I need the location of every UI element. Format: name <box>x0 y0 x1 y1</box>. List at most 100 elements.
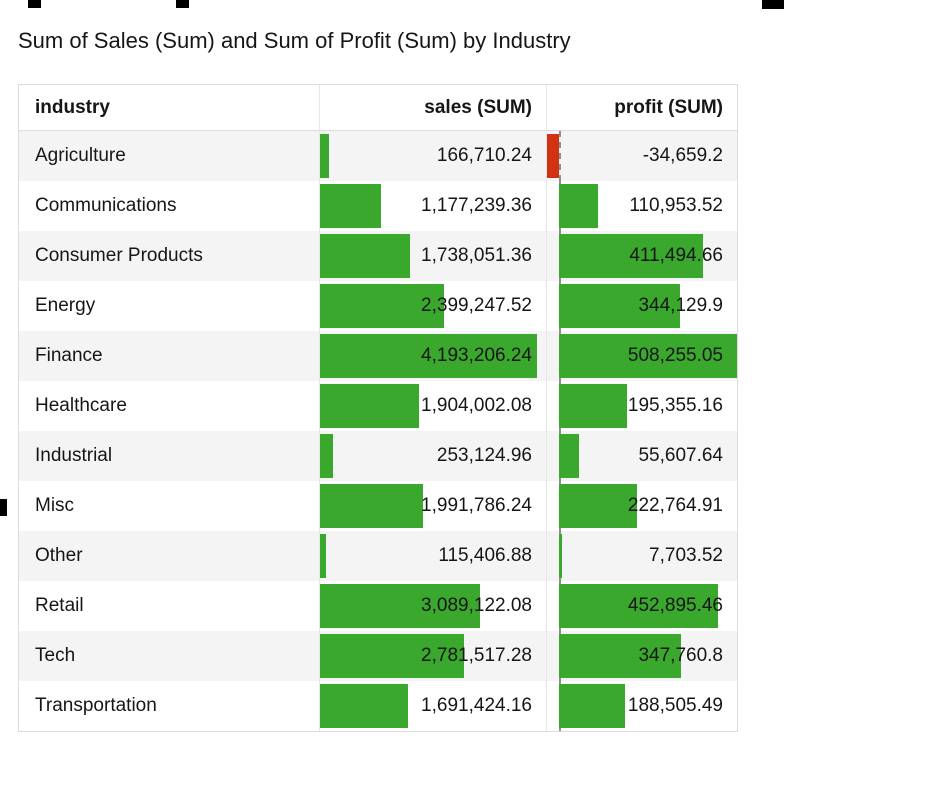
table-row: Finance 4,193,206.24 508,255.05 <box>19 331 737 381</box>
sales-cell[interactable]: 2,781,517.28 <box>319 631 546 681</box>
industry-cell[interactable]: Other <box>19 531 319 581</box>
cropped-artifact <box>176 0 189 8</box>
industry-cell[interactable]: Tech <box>19 631 319 681</box>
col-header-profit[interactable]: profit (SUM) <box>546 85 737 131</box>
industry-label: Communications <box>35 195 177 216</box>
profit-cell[interactable]: 188,505.49 <box>546 681 737 731</box>
profit-bar <box>559 484 638 528</box>
profit-value: 508,255.05 <box>627 345 723 366</box>
industry-label: Energy <box>35 295 96 316</box>
sales-cell[interactable]: 1,904,002.08 <box>319 381 546 431</box>
profit-cell[interactable]: 411,494.66 <box>546 231 737 281</box>
sales-value: 1,904,002.08 <box>421 395 532 416</box>
profit-value: 55,607.64 <box>638 445 723 466</box>
sales-bar <box>320 584 480 628</box>
table-row: Retail 3,089,122.08 452,895.46 <box>19 581 737 631</box>
sales-value: 166,710.24 <box>436 145 532 166</box>
profit-cell[interactable]: 222,764.91 <box>546 481 737 531</box>
industry-cell[interactable]: Retail <box>19 581 319 631</box>
zero-baseline <box>559 131 562 181</box>
sales-bar <box>320 484 424 528</box>
sales-value: 1,991,786.24 <box>421 495 532 516</box>
sales-bar <box>320 434 334 478</box>
sales-cell[interactable]: 1,691,424.16 <box>319 681 546 731</box>
profit-value: 188,505.49 <box>627 695 723 716</box>
sales-cell[interactable]: 1,738,051.36 <box>319 231 546 281</box>
industry-label: Retail <box>35 595 84 616</box>
sales-value: 3,089,122.08 <box>421 595 532 616</box>
table-row: Tech 2,781,517.28 347,760.8 <box>19 631 737 681</box>
profit-cell[interactable]: 110,953.52 <box>546 181 737 231</box>
industry-label: Finance <box>35 345 103 366</box>
table-row: Misc 1,991,786.24 222,764.91 <box>19 481 737 531</box>
industry-label: Tech <box>35 645 76 666</box>
cropped-artifact <box>762 0 784 9</box>
profit-value: -34,659.2 <box>642 145 723 166</box>
header-row: industry sales (SUM) profit (SUM) <box>19 85 737 131</box>
profit-cell[interactable]: 508,255.05 <box>546 331 737 381</box>
profit-cell[interactable]: 452,895.46 <box>546 581 737 631</box>
sales-bar <box>320 134 329 178</box>
sales-bar <box>320 634 464 678</box>
profit-value: 222,764.91 <box>627 495 723 516</box>
table-row: Transportation 1,691,424.16 188,505.49 <box>19 681 737 731</box>
industry-cell[interactable]: Finance <box>19 331 319 381</box>
profit-bar <box>559 234 704 278</box>
profit-bar <box>559 534 562 578</box>
sales-value: 2,399,247.52 <box>421 295 532 316</box>
industry-label: Consumer Products <box>35 245 203 266</box>
industry-cell[interactable]: Misc <box>19 481 319 531</box>
visual-title: Sum of Sales (Sum) and Sum of Profit (Su… <box>18 28 571 53</box>
profit-bar <box>559 584 718 628</box>
profit-value: 110,953.52 <box>629 195 723 216</box>
profit-cell[interactable]: 347,760.8 <box>546 631 737 681</box>
industry-cell[interactable]: Agriculture <box>19 131 319 181</box>
sales-value: 2,781,517.28 <box>421 645 532 666</box>
industry-cell[interactable]: Communications <box>19 181 319 231</box>
profit-value: 452,895.46 <box>627 595 723 616</box>
col-header-industry[interactable]: industry <box>19 85 319 131</box>
industry-cell[interactable]: Healthcare <box>19 381 319 431</box>
profit-value: 344,129.9 <box>638 295 723 316</box>
profit-cell[interactable]: 55,607.64 <box>546 431 737 481</box>
profit-value: 7,703.52 <box>649 545 723 566</box>
cropped-artifact <box>28 0 41 8</box>
sales-value: 1,177,239.36 <box>421 195 532 216</box>
sales-value: 4,193,206.24 <box>421 345 532 366</box>
profit-cell[interactable]: 7,703.52 <box>546 531 737 581</box>
industry-cell[interactable]: Industrial <box>19 431 319 481</box>
profit-bar <box>559 634 681 678</box>
industry-cell[interactable]: Consumer Products <box>19 231 319 281</box>
industry-label: Agriculture <box>35 145 126 166</box>
profit-cell[interactable]: 344,129.9 <box>546 281 737 331</box>
sales-cell[interactable]: 1,177,239.36 <box>319 181 546 231</box>
profit-bar <box>559 684 626 728</box>
industry-cell[interactable]: Transportation <box>19 681 319 731</box>
profit-value: 195,355.16 <box>627 395 723 416</box>
profit-cell[interactable]: -34,659.2 <box>546 131 737 181</box>
col-header-sales[interactable]: sales (SUM) <box>319 85 546 131</box>
sales-bar <box>320 184 381 228</box>
data-table: industry sales (SUM) profit (SUM) Agricu… <box>18 84 738 732</box>
industry-cell[interactable]: Energy <box>19 281 319 331</box>
industry-label: Industrial <box>35 445 113 466</box>
sales-cell[interactable]: 115,406.88 <box>319 531 546 581</box>
sales-bar <box>320 334 537 378</box>
sales-cell[interactable]: 253,124.96 <box>319 431 546 481</box>
sales-cell[interactable]: 3,089,122.08 <box>319 581 546 631</box>
sales-cell[interactable]: 166,710.24 <box>319 131 546 181</box>
table-body: Agriculture 166,710.24 -34,659.2 Communicat… <box>19 131 737 731</box>
sales-cell[interactable]: 2,399,247.52 <box>319 281 546 331</box>
industry-label: Transportation <box>35 695 157 716</box>
table-row: Consumer Products 1,738,051.36 411,494.66 <box>19 231 737 281</box>
industry-label: Misc <box>35 495 75 516</box>
sales-cell[interactable]: 1,991,786.24 <box>319 481 546 531</box>
profit-bar <box>559 384 628 428</box>
profit-bar <box>559 334 737 378</box>
industry-label: Other <box>35 545 83 566</box>
sales-cell[interactable]: 4,193,206.24 <box>319 331 546 381</box>
sales-bar <box>320 234 410 278</box>
sales-value: 253,124.96 <box>436 445 532 466</box>
profit-value: 347,760.8 <box>638 645 723 666</box>
profit-cell[interactable]: 195,355.16 <box>546 381 737 431</box>
